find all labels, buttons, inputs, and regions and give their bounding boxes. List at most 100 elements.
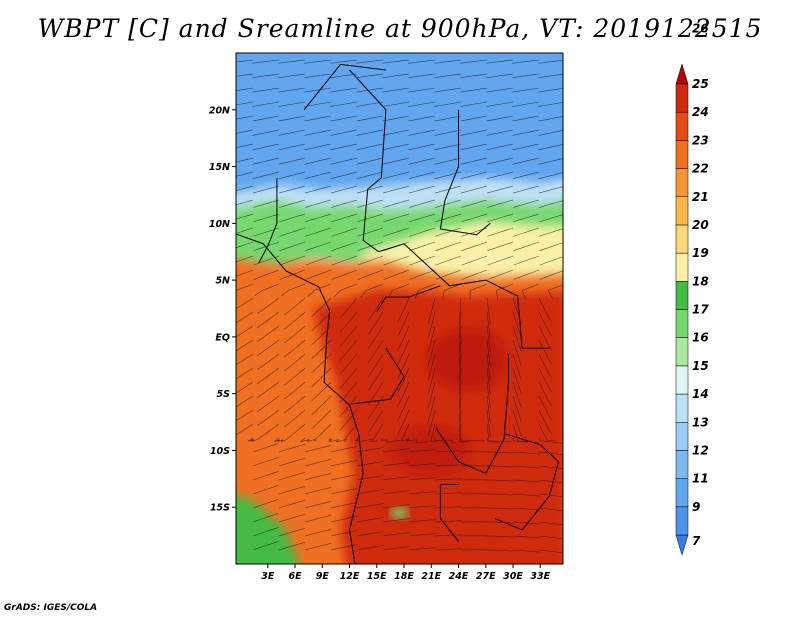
streamline [538,73,563,78]
streamline [236,381,254,394]
streamline [538,493,563,498]
x-tick-label: 18E [394,571,414,582]
streamline [565,312,581,334]
streamline [387,283,410,299]
streamline [383,199,410,208]
x-tick-label: 6E [288,571,302,582]
streamline [311,395,332,416]
streamline [539,228,563,237]
streamline [330,171,358,179]
streamline [408,73,436,78]
streamline [247,437,258,442]
streamline [330,488,358,495]
streamline [382,143,410,151]
streamline [278,143,306,151]
streamline [486,297,491,325]
streamline [382,73,410,78]
streamline [565,494,592,498]
streamline [458,409,462,437]
streamline [236,157,254,163]
streamline [304,445,332,453]
streamline [408,449,436,453]
border-line [349,69,550,349]
streamline [356,531,384,537]
streamline [236,241,254,249]
streamline [279,199,306,208]
streamline [331,269,358,280]
border-line [236,233,364,564]
streamline [330,73,358,78]
streamline [256,395,280,412]
y-tick-label: 10N [209,219,230,230]
streamline [339,297,358,319]
streamline [486,493,515,496]
border-line [439,109,491,236]
streamline [487,227,514,237]
streamline [382,59,410,64]
streamline [382,532,410,537]
streamline [409,241,436,251]
streamline [367,409,384,433]
streamline [380,437,401,443]
streamline [357,241,384,251]
streamline [278,486,305,495]
streamline [538,158,563,165]
streamline [356,87,384,93]
streamline [486,451,515,454]
streamline [256,311,280,328]
streamline [408,533,436,537]
x-tick-label: 33E [530,571,550,582]
streamline [435,213,462,223]
streamline [304,473,332,481]
streamline [538,451,563,456]
colorbar-swatch [675,450,689,479]
streamline [435,199,462,208]
streamline [283,423,306,442]
streamline [538,297,552,323]
streamline [434,115,462,122]
streamline [435,269,462,280]
streamline [512,171,540,179]
border-line [439,484,459,542]
streamline [565,354,581,376]
streamline [311,339,332,360]
streamline [382,504,410,509]
streamline [357,255,384,266]
streamline [486,549,515,552]
streamline [427,381,436,409]
streamline [236,115,254,120]
streamline [304,515,332,523]
border-line [258,177,278,264]
streamline [236,101,254,106]
streamline [311,367,332,388]
streamline [382,115,410,122]
streamline [539,270,563,280]
streamline [304,543,332,551]
streamline [236,255,254,263]
streamline [538,367,552,393]
streamline [304,171,332,179]
streamline [539,256,563,266]
streamline [330,474,358,481]
streamline [252,457,279,467]
streamline [408,185,436,194]
streamline [252,499,279,509]
streamline [442,283,462,300]
streamline [330,446,358,453]
streamline [434,185,462,194]
streamline [512,129,540,136]
streamline [278,73,306,78]
streamline [256,339,280,356]
y-tick-label: 10S [210,446,230,457]
streamline [236,311,254,324]
streamline [513,269,540,280]
streamline [434,73,462,78]
streamline [538,144,563,151]
border-line [435,353,509,474]
streamline [460,143,488,151]
streamline [236,409,254,422]
streamline [434,171,462,179]
grads-credit: GrADS: IGES/COLA [4,603,98,613]
streamline [278,514,305,523]
streamline [486,339,491,367]
